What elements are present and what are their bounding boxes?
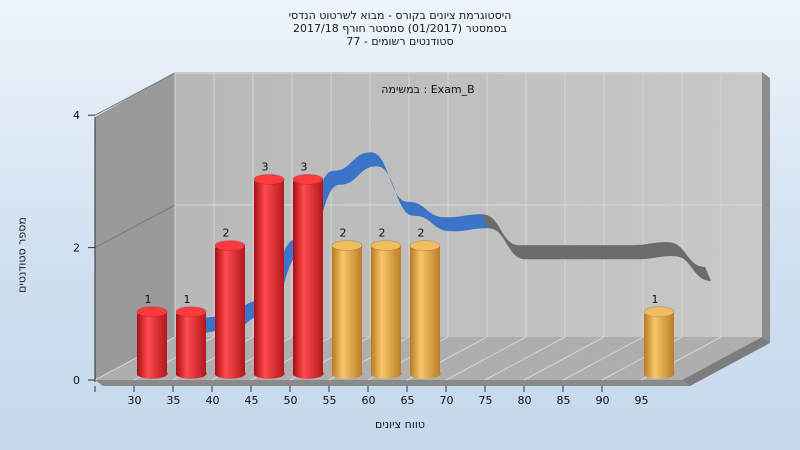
bar-top [409, 240, 441, 252]
x-tick-label: 45 [245, 394, 259, 407]
y-tick-label: 0 [73, 374, 80, 387]
trend-layer [185, 152, 711, 334]
bar-value-label: 2 [223, 227, 230, 240]
bar: 3 [253, 160, 285, 379]
bar-top [643, 306, 675, 318]
bar-body [137, 310, 168, 379]
bar-top [214, 240, 246, 252]
x-tick-label: 50 [284, 394, 298, 407]
grid-line-floor [445, 336, 527, 381]
x-tick-label: 55 [323, 394, 337, 407]
bar-value-label: 2 [340, 227, 347, 240]
bar-body [254, 178, 285, 379]
bar-top [136, 306, 168, 318]
bar-body [176, 310, 207, 379]
bar: 2 [214, 227, 246, 379]
y-axis-label: מספר סטודנטים [15, 217, 29, 293]
bar-top [253, 173, 285, 185]
y-tick-label: 4 [73, 109, 80, 122]
grid-line-floor [562, 336, 644, 381]
x-tick-label: 40 [206, 394, 220, 407]
chart-title-line-3: סטודנטים רשומים - 77 [346, 35, 454, 48]
grid-line-floor [484, 336, 566, 381]
bar-top [292, 173, 324, 185]
axis-layer: 0 2 4 30 35 40 45 50 55 60 65 70 75 80 85 90 95 [73, 109, 649, 407]
bar-body [371, 244, 402, 379]
bar-top [370, 240, 402, 252]
chart-title-line-2: בסמסטר (01/2017) סמסטר חורף 2017/18 [293, 22, 507, 35]
grid-line-diagonal [94, 204, 176, 249]
x-tick-label: 95 [635, 394, 649, 407]
chart-right-edge [762, 72, 770, 343]
bar-body [644, 310, 675, 379]
bar-value-label: 2 [379, 227, 386, 240]
bar-body [293, 178, 324, 379]
bar: 1 [643, 293, 675, 379]
bar: 2 [331, 227, 363, 379]
x-tick-label: 80 [518, 394, 532, 407]
bar-value-label: 3 [301, 160, 308, 173]
x-axis-label: טווח ציונים [375, 418, 425, 431]
bar: 2 [409, 227, 441, 379]
grid-line-floor [523, 336, 605, 381]
bar-value-label: 1 [184, 293, 191, 306]
bar-value-label: 3 [262, 160, 269, 173]
x-tick-label: 30 [128, 394, 142, 407]
bar-value-label: 2 [418, 227, 425, 240]
x-tick-label: 90 [596, 394, 610, 407]
bar-top [331, 240, 363, 252]
trend-ribbon-gray [482, 214, 711, 281]
bar-top [175, 306, 207, 318]
bar: 1 [136, 293, 168, 379]
x-tick-label: 60 [362, 394, 376, 407]
bar: 2 [370, 227, 402, 379]
bar-body [215, 244, 246, 379]
exam-annotation: במשימה : Exam_B [381, 83, 474, 96]
bar-value-label: 1 [652, 293, 659, 306]
bar-body [410, 244, 441, 379]
x-tick-label: 35 [167, 394, 181, 407]
x-tick-label: 65 [401, 394, 415, 407]
y-tick-label: 2 [73, 242, 80, 255]
x-tick-label: 70 [440, 394, 454, 407]
bar: 3 [292, 160, 324, 379]
chart-floor-edge [95, 380, 690, 386]
chart-floor-side [682, 337, 770, 386]
x-tick-label: 75 [479, 394, 493, 407]
bar: 1 [175, 293, 207, 379]
bar-body [332, 244, 363, 379]
grid-line-diagonal [94, 72, 176, 116]
x-tick-label: 85 [557, 394, 571, 407]
bar-value-label: 1 [145, 293, 152, 306]
chart-title-line-1: היסטוגרמת ציונים בקורס - מבוא לשרטוט הנד… [288, 9, 512, 22]
bar-layer: 1 1 2 3 3 2 2 2 1 [136, 160, 675, 379]
